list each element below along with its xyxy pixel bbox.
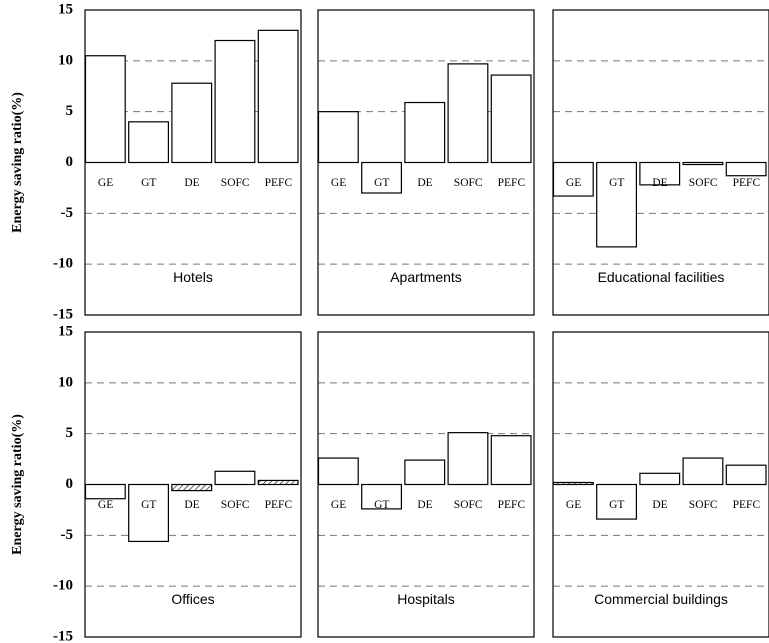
- y-tick-label: 0: [66, 476, 74, 492]
- bar: [84, 55, 126, 164]
- x-tick-label: GE: [566, 177, 581, 189]
- x-tick-label: GT: [374, 499, 389, 511]
- bar: [171, 483, 213, 492]
- panel-title: Educational facilities: [598, 269, 725, 285]
- x-tick-label: PEFC: [733, 499, 761, 511]
- y-tick-label: 15: [58, 323, 73, 339]
- x-tick-label: GT: [141, 499, 156, 511]
- panel-title: Offices: [171, 591, 214, 607]
- bar: [490, 435, 532, 486]
- x-tick-label: SOFC: [221, 177, 250, 189]
- x-tick-label: SOFC: [689, 499, 718, 511]
- x-tick-label: PEFC: [265, 177, 293, 189]
- panel-title: Apartments: [390, 269, 462, 285]
- bar: [725, 464, 767, 486]
- y-axis-label: Energy saving ratio(%): [10, 414, 25, 555]
- bar: [361, 161, 403, 194]
- bar: [128, 483, 169, 543]
- bar: [214, 39, 256, 164]
- bar: [682, 457, 724, 486]
- bar: [725, 161, 767, 177]
- x-tick-label: DE: [652, 177, 667, 189]
- x-tick-label: PEFC: [498, 499, 526, 511]
- bar: [639, 161, 681, 186]
- bar: [490, 74, 532, 164]
- x-tick-label: GT: [609, 177, 624, 189]
- y-tick-label: -10: [53, 256, 73, 272]
- x-tick-label: DE: [652, 499, 667, 511]
- bar: [596, 161, 638, 248]
- y-tick-label: 15: [58, 1, 73, 17]
- bar: [257, 479, 299, 486]
- bar: [361, 483, 403, 510]
- x-tick-label: GE: [331, 499, 346, 511]
- panel-frame: [84, 9, 302, 316]
- panel-frame: [317, 9, 535, 316]
- y-tick-label: -5: [61, 205, 74, 221]
- x-tick-label: DE: [417, 499, 432, 511]
- bar: [639, 472, 681, 486]
- x-tick-label: DE: [184, 499, 199, 511]
- x-tick-label: GT: [141, 177, 156, 189]
- x-tick-label: SOFC: [689, 177, 718, 189]
- bar: [257, 29, 299, 164]
- bar: [128, 121, 169, 164]
- x-tick-label: SOFC: [221, 499, 250, 511]
- x-tick-label: GT: [609, 499, 624, 511]
- y-tick-label: 10: [58, 374, 73, 390]
- x-tick-label: GE: [98, 499, 113, 511]
- bar: [447, 432, 489, 486]
- x-tick-label: DE: [417, 177, 432, 189]
- panel-frame: [317, 331, 535, 638]
- y-tick-label: 5: [66, 103, 74, 119]
- y-tick-label: -15: [53, 306, 73, 322]
- bar: [596, 483, 638, 520]
- y-tick-label: 5: [66, 425, 74, 441]
- bar: [404, 101, 446, 164]
- y-tick-label: -5: [61, 527, 74, 543]
- x-tick-label: SOFC: [454, 499, 483, 511]
- x-tick-label: GE: [331, 177, 346, 189]
- x-tick-label: PEFC: [265, 499, 293, 511]
- panel-title: Hospitals: [397, 591, 455, 607]
- bar: [552, 161, 594, 197]
- bar: [214, 470, 256, 486]
- x-tick-label: GE: [98, 177, 113, 189]
- bar: [404, 459, 446, 486]
- bar: [552, 481, 594, 486]
- y-axis-label: Energy saving ratio(%): [10, 92, 25, 233]
- panel-frame: [552, 9, 769, 316]
- bar: [447, 63, 489, 164]
- x-tick-label: PEFC: [498, 177, 526, 189]
- bar: [317, 457, 359, 486]
- y-tick-label: -15: [53, 628, 73, 643]
- panel-frame: [552, 331, 769, 638]
- x-tick-label: SOFC: [454, 177, 483, 189]
- x-tick-label: PEFC: [733, 177, 761, 189]
- x-tick-label: DE: [184, 177, 199, 189]
- panel-title: Commercial buildings: [594, 591, 728, 607]
- x-tick-label: GT: [374, 177, 389, 189]
- y-tick-label: 10: [58, 52, 73, 68]
- panel-title: Hotels: [173, 269, 213, 285]
- y-tick-label: 0: [66, 154, 74, 170]
- bar: [171, 82, 213, 164]
- y-tick-label: -10: [53, 578, 73, 594]
- bar: [317, 111, 359, 164]
- bar: [682, 161, 724, 166]
- bar: [84, 483, 126, 500]
- x-tick-label: GE: [566, 499, 581, 511]
- panel-frame: [84, 331, 302, 638]
